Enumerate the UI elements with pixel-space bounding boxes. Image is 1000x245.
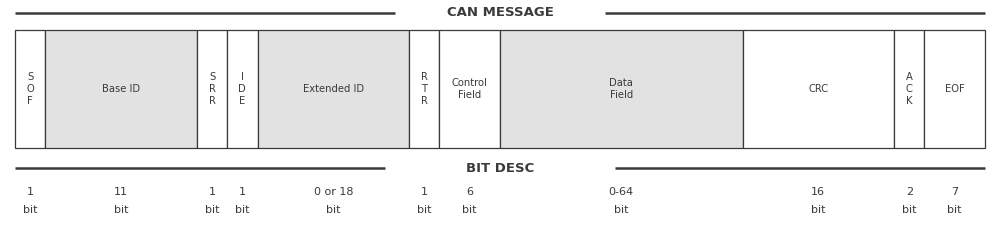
Bar	[409, 30, 439, 148]
Text: bit: bit	[811, 205, 826, 215]
Text: 1: 1	[239, 187, 246, 197]
Text: 6: 6	[466, 187, 473, 197]
Text: S
O
F: S O F	[26, 72, 34, 106]
Text: 1: 1	[27, 187, 34, 197]
Bar	[439, 30, 500, 148]
Text: 0-64: 0-64	[609, 187, 634, 197]
Text: Data
Field: Data Field	[609, 78, 633, 100]
Text: 2: 2	[906, 187, 913, 197]
Text: Base ID: Base ID	[102, 84, 140, 94]
Bar	[924, 30, 985, 148]
Text: bit: bit	[205, 205, 219, 215]
Bar	[500, 30, 742, 148]
Bar	[15, 30, 45, 148]
Text: A
C
K: A C K	[906, 72, 913, 106]
Text: 16: 16	[811, 187, 825, 197]
Bar	[258, 30, 409, 148]
Text: bit: bit	[23, 205, 37, 215]
Text: bit: bit	[326, 205, 341, 215]
Text: CRC: CRC	[808, 84, 828, 94]
Text: Control
Field: Control Field	[452, 78, 488, 100]
Text: 7: 7	[951, 187, 958, 197]
Bar	[227, 30, 258, 148]
Text: BIT DESC: BIT DESC	[466, 161, 534, 174]
Bar	[45, 30, 197, 148]
Text: 0 or 18: 0 or 18	[314, 187, 353, 197]
Text: CAN MESSAGE: CAN MESSAGE	[447, 7, 553, 20]
Text: EOF: EOF	[945, 84, 965, 94]
Text: Extended ID: Extended ID	[303, 84, 364, 94]
Text: bit: bit	[947, 205, 962, 215]
Text: 1: 1	[421, 187, 428, 197]
Bar	[742, 30, 894, 148]
Text: 11: 11	[114, 187, 128, 197]
Text: bit: bit	[417, 205, 431, 215]
Text: I
D
E: I D E	[238, 72, 246, 106]
Text: bit: bit	[462, 205, 477, 215]
Bar	[197, 30, 227, 148]
Text: bit: bit	[902, 205, 916, 215]
Text: S
R
R: S R R	[209, 72, 215, 106]
Bar	[894, 30, 924, 148]
Text: R
T
R: R T R	[421, 72, 428, 106]
Text: bit: bit	[235, 205, 250, 215]
Text: bit: bit	[614, 205, 629, 215]
Text: bit: bit	[114, 205, 128, 215]
Text: 1: 1	[209, 187, 216, 197]
